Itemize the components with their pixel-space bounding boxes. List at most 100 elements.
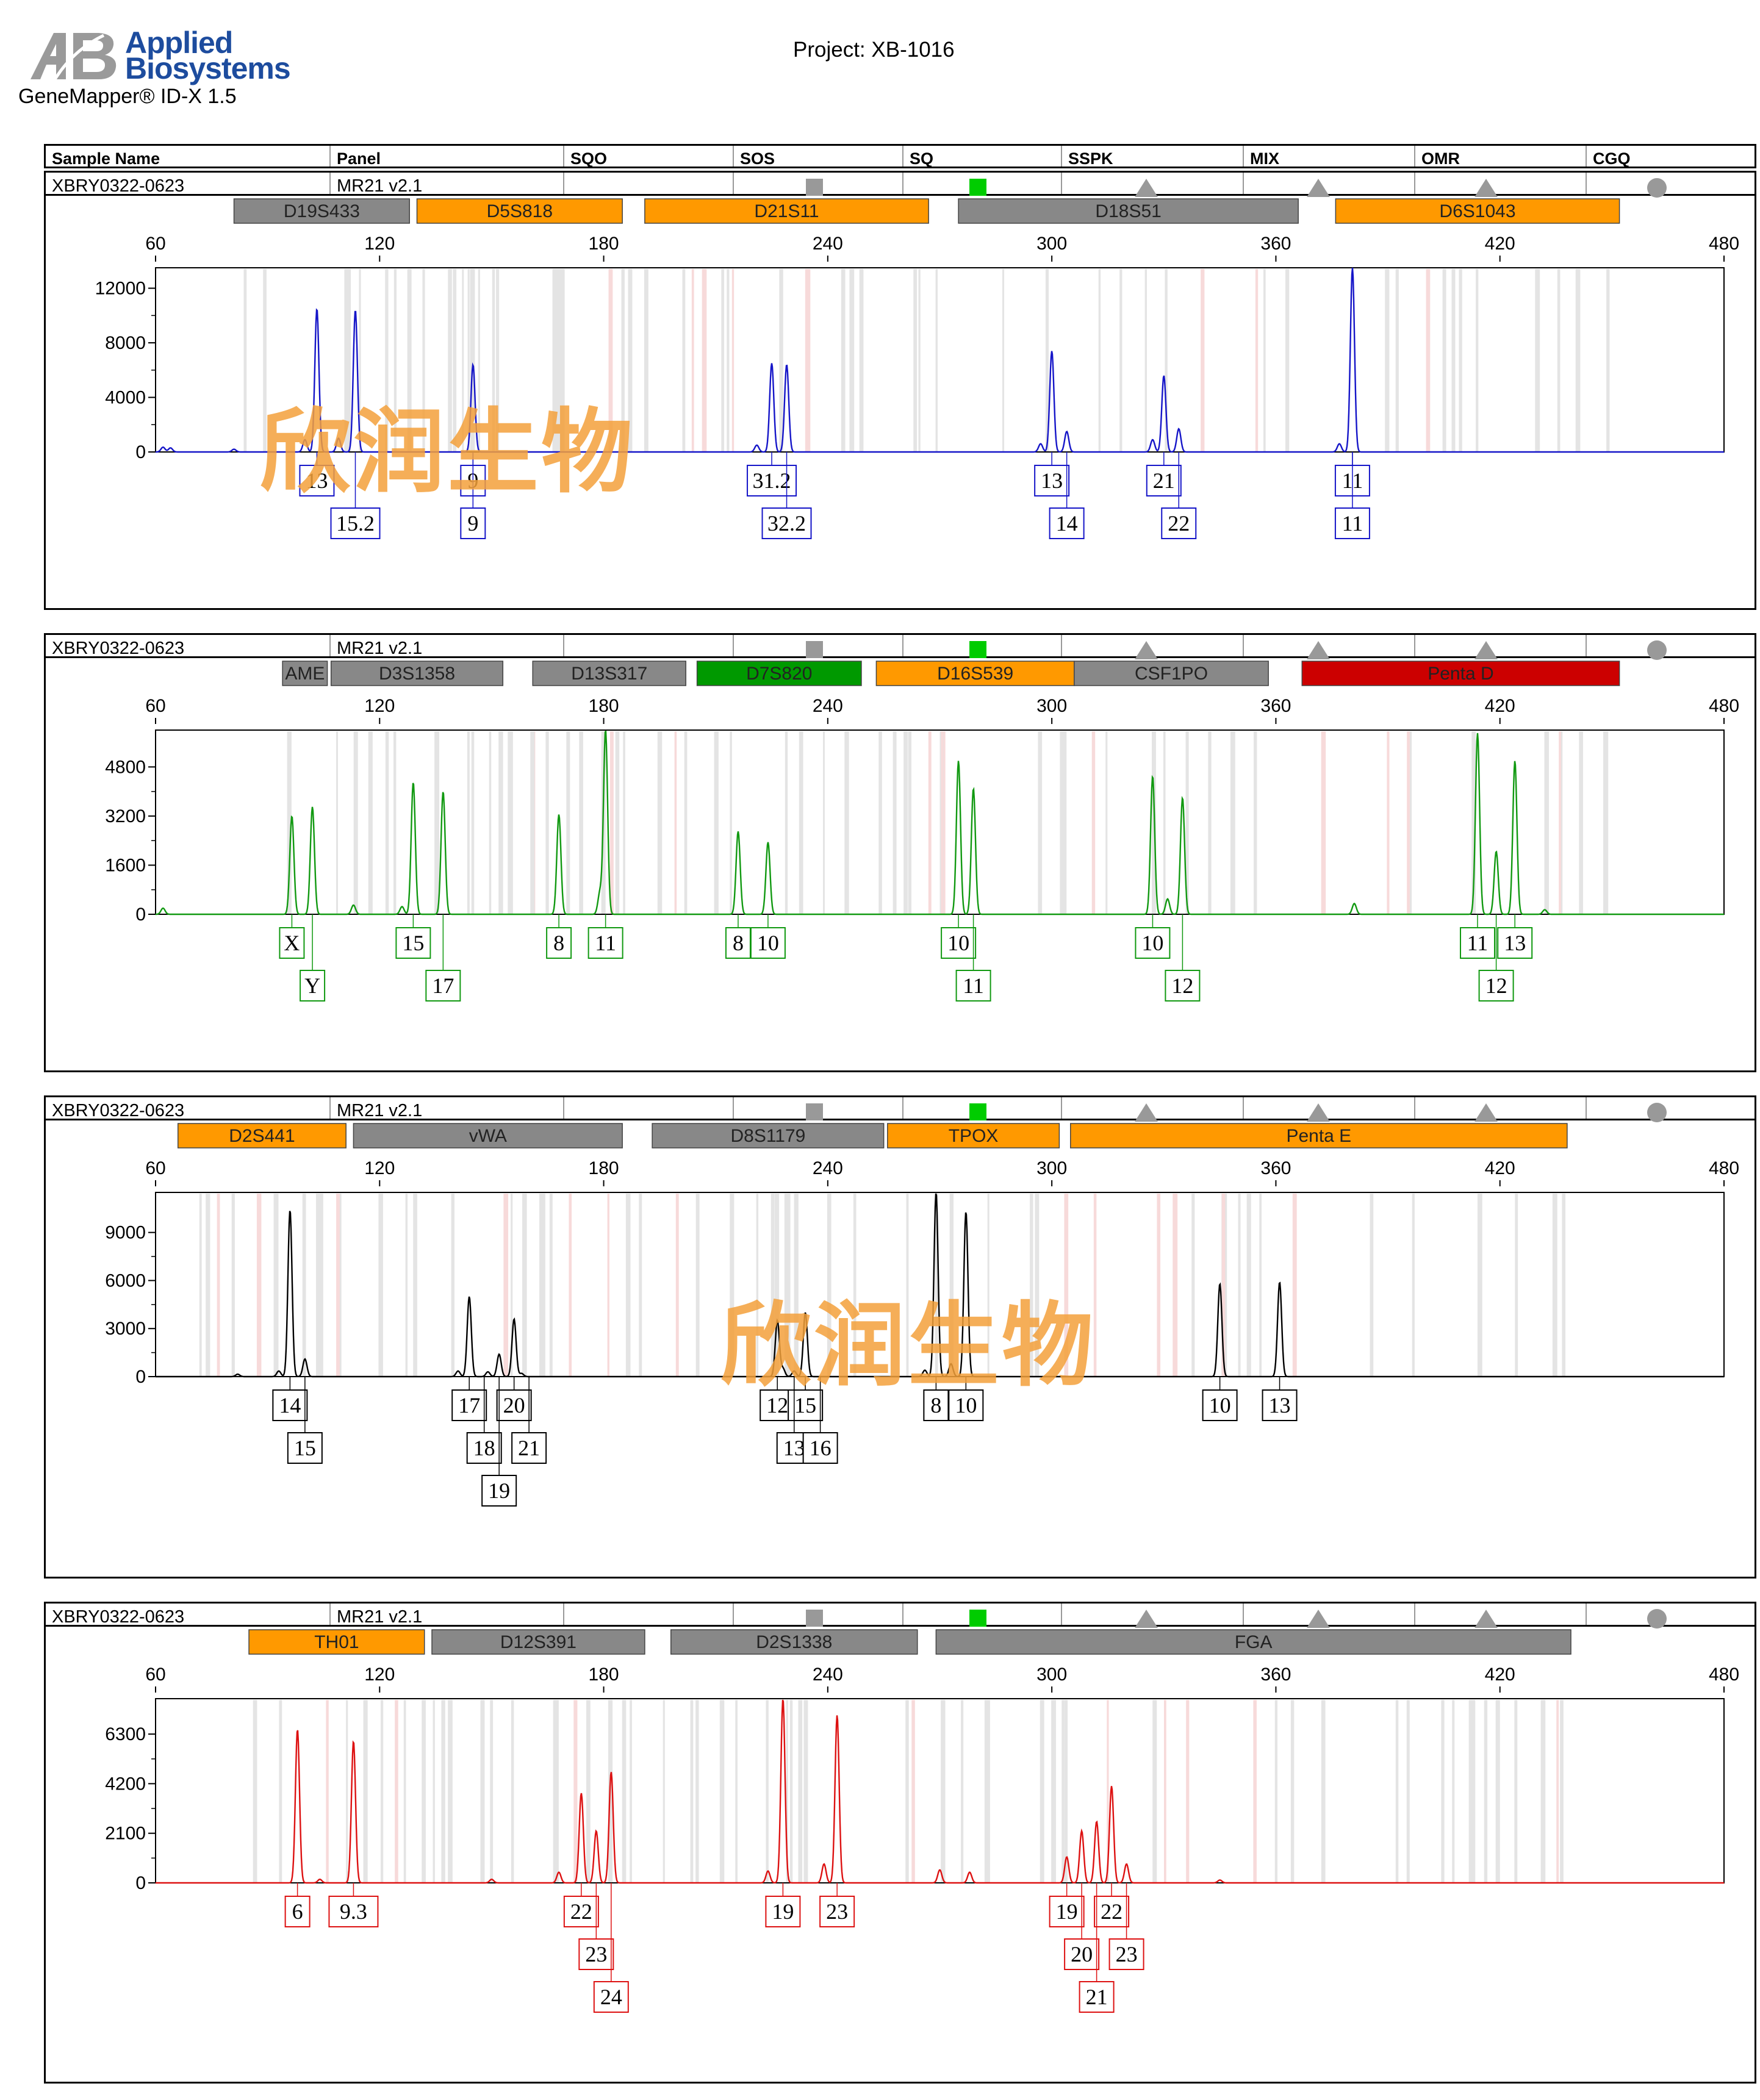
marker-bar-d8s1179[interactable] — [652, 1123, 885, 1149]
allele-call-box[interactable] — [750, 927, 786, 959]
marker-bar-d2s1338[interactable] — [670, 1629, 918, 1655]
allele-call-box[interactable] — [1262, 1389, 1298, 1421]
col-sos[interactable]: SOS — [733, 146, 902, 168]
allele-call-box[interactable] — [1064, 1938, 1100, 1970]
allelic-bin — [1051, 1700, 1056, 1883]
marker-bar-th01[interactable] — [248, 1629, 425, 1655]
allele-call-box[interactable] — [451, 1389, 487, 1421]
allelic-bin — [413, 1194, 417, 1377]
allele-call-box[interactable] — [587, 927, 623, 959]
marker-bar-d2s441[interactable] — [177, 1123, 347, 1149]
allele-call-box[interactable] — [1459, 927, 1495, 959]
marker-bar-d16s539[interactable] — [875, 661, 1075, 686]
marker-bar-fga[interactable] — [935, 1629, 1571, 1655]
col-sample-name[interactable]: Sample Name — [52, 149, 160, 168]
allele-call-box[interactable] — [1079, 1981, 1115, 2013]
allele-call-box[interactable] — [1334, 507, 1370, 539]
allelic-bin — [913, 269, 918, 452]
allele-call-box[interactable] — [1034, 465, 1070, 496]
allele-call-box[interactable] — [284, 1896, 311, 1927]
allele-call-label: 19 — [1056, 1899, 1078, 1924]
allele-call-box[interactable] — [578, 1938, 614, 1970]
allele-call-box[interactable] — [593, 1981, 629, 2013]
col-sq[interactable]: SQ — [902, 146, 1061, 168]
marker-bar-d7s820[interactable] — [696, 661, 862, 686]
allele-call-box[interactable] — [299, 465, 335, 496]
col-mix[interactable]: MIX — [1243, 146, 1414, 168]
col-sqo[interactable]: SQO — [563, 146, 733, 168]
col-panel[interactable]: Panel — [329, 146, 563, 168]
allelic-bin — [1484, 1700, 1488, 1883]
allele-call-box[interactable] — [279, 927, 305, 959]
allelic-bin — [943, 731, 946, 914]
allele-call-box[interactable] — [272, 1389, 308, 1421]
marker-bar-tpox[interactable] — [887, 1123, 1060, 1149]
allele-call-box[interactable] — [1049, 507, 1085, 539]
allele-call-box[interactable] — [1146, 465, 1182, 496]
allele-call-box[interactable] — [725, 927, 751, 959]
allele-call-box[interactable] — [802, 1432, 838, 1464]
allele-call-box[interactable] — [287, 1432, 323, 1464]
marker-bar-d12s391[interactable] — [431, 1629, 645, 1655]
allelic-bin — [674, 731, 677, 914]
allele-call-box[interactable] — [819, 1896, 855, 1927]
marker-bar-d5s818[interactable] — [416, 198, 623, 224]
marker-bar-d3s1358[interactable] — [330, 661, 504, 686]
allele-call-box[interactable] — [496, 1389, 532, 1421]
col-sspk[interactable]: SSPK — [1061, 146, 1243, 168]
allele-call-box[interactable] — [761, 507, 812, 539]
allele-call-box[interactable] — [765, 1896, 801, 1927]
allele-call-box[interactable] — [563, 1896, 599, 1927]
marker-bar-penta-d[interactable] — [1301, 661, 1620, 686]
allele-call-box[interactable] — [330, 507, 381, 539]
allele-call-box[interactable] — [1478, 970, 1514, 1002]
allele-call-box[interactable] — [1108, 1938, 1144, 1970]
allele-call-box[interactable] — [328, 1896, 379, 1927]
allele-call-box[interactable] — [511, 1432, 547, 1464]
allelic-bin — [903, 731, 908, 914]
allele-call-box[interactable] — [948, 1389, 984, 1421]
marker-bar-d21s11[interactable] — [644, 198, 929, 224]
allele-call-box[interactable] — [466, 1432, 502, 1464]
allele-call-box[interactable] — [1161, 507, 1197, 539]
allele-call-box[interactable] — [460, 507, 486, 539]
allele-call-box[interactable] — [747, 465, 797, 496]
marker-bar-d19s433[interactable] — [233, 198, 411, 224]
allele-call-label: X — [284, 931, 300, 955]
allele-call-box[interactable] — [1135, 927, 1171, 959]
x-tick-label: 480 — [1709, 1665, 1739, 1685]
marker-bar-vwa[interactable] — [353, 1123, 623, 1149]
marker-bar-d18s51[interactable] — [958, 198, 1299, 224]
sample-row[interactable]: XBRY0322-0623 MR21 v2.1 — [46, 1097, 1755, 1122]
allele-call-box[interactable] — [546, 927, 572, 959]
col-cgq[interactable]: CGQ — [1586, 146, 1756, 168]
allelic-bin — [639, 1194, 642, 1377]
allele-call-box[interactable] — [300, 970, 326, 1002]
allele-call-box[interactable] — [1094, 1896, 1130, 1927]
allele-call-box[interactable] — [395, 927, 431, 959]
sample-row[interactable]: XBRY0322-0623 MR21 v2.1 — [46, 635, 1755, 660]
allele-call-box[interactable] — [1049, 1896, 1085, 1927]
allele-call-label: 11 — [1342, 511, 1363, 536]
allelic-bin — [893, 731, 897, 914]
marker-bar-csf1po[interactable] — [1074, 661, 1269, 686]
allelic-bin — [1030, 1194, 1033, 1377]
allele-call-box[interactable] — [1497, 927, 1533, 959]
col-omr[interactable]: OMR — [1414, 146, 1586, 168]
sample-row[interactable]: XBRY0322-0623 MR21 v2.1 — [46, 173, 1755, 198]
allele-call-box[interactable] — [923, 1389, 949, 1421]
marker-bar-ame[interactable] — [282, 661, 328, 686]
allele-call-box[interactable] — [1202, 1389, 1238, 1421]
x-tick-label: 420 — [1485, 696, 1515, 716]
marker-bar-d6s1043[interactable] — [1335, 198, 1620, 224]
allele-call-box[interactable] — [425, 970, 461, 1002]
sample-row[interactable]: XBRY0322-0623 MR21 v2.1 — [46, 1604, 1755, 1629]
allele-call-label: 10 — [947, 931, 969, 955]
marker-bar-d13s317[interactable] — [532, 661, 686, 686]
marker-label: D2S441 — [229, 1126, 295, 1146]
allele-call-box[interactable] — [1165, 970, 1201, 1002]
allele-call-box[interactable] — [481, 1475, 517, 1507]
allele-call-box[interactable] — [941, 927, 977, 959]
marker-bar-penta-e[interactable] — [1070, 1123, 1568, 1149]
allele-call-box[interactable] — [955, 970, 991, 1002]
